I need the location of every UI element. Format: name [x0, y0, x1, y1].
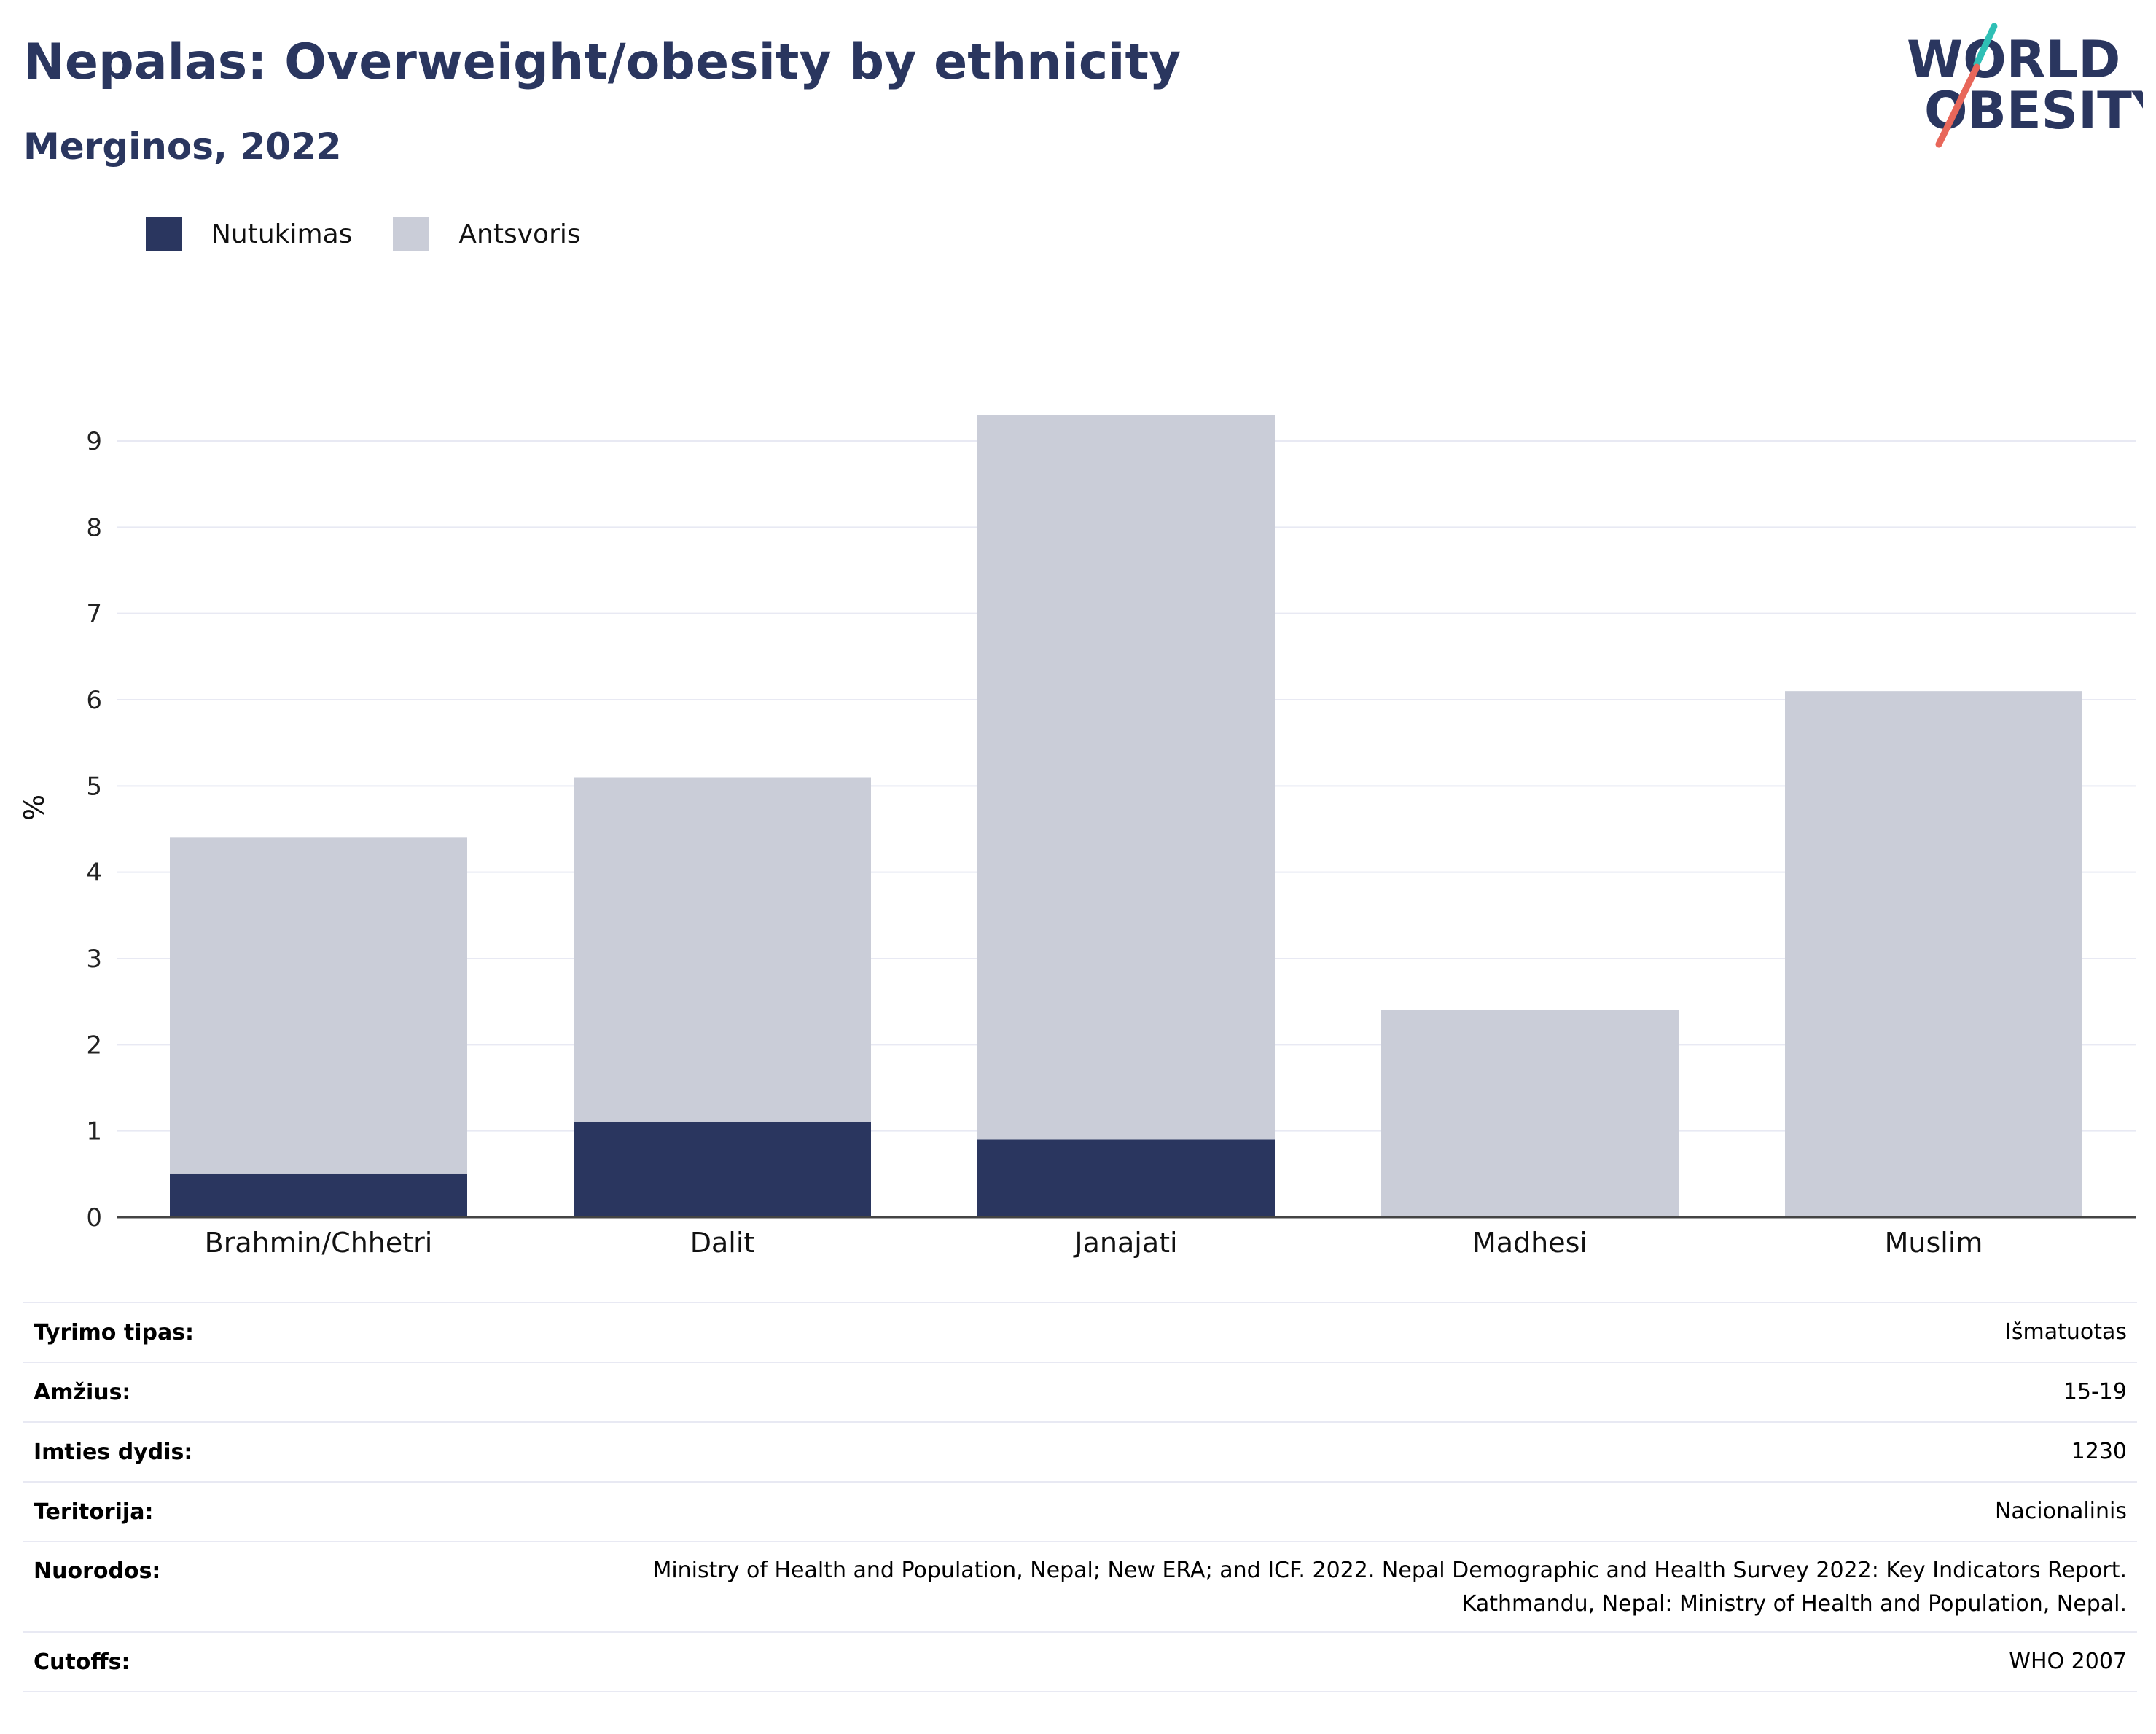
- logo-slash-red: [1935, 63, 1980, 148]
- info-value-cutoffs: WHO 2007: [350, 1631, 2137, 1692]
- y-tick-label: 7: [86, 600, 102, 629]
- legend-item-overweight[interactable]: Antsvoris: [393, 217, 581, 251]
- chart-title: Nepalas: Overweight/obesity by ethnicity: [23, 34, 1181, 91]
- legend: Nutukimas Antsvoris: [146, 217, 622, 251]
- logo-slash-teal: [1973, 23, 1998, 68]
- bar-overweight-muslim: [1785, 691, 2082, 1217]
- x-tick-label: Brahmin/Chhetri: [205, 1227, 433, 1259]
- bar-overweight-dalit: [574, 777, 871, 1122]
- world-obesity-logo: WORLD OBESITY: [1907, 23, 2143, 148]
- y-axis-label: %: [18, 794, 50, 821]
- y-tick-label: 0: [86, 1203, 102, 1233]
- bar-obesity-brahmin-chhetri: [170, 1173, 467, 1217]
- info-label-sample-size: Imties dydis:: [23, 1421, 350, 1482]
- legend-label-overweight: Antsvoris: [458, 219, 581, 249]
- info-label-survey-type: Tyrimo tipas:: [23, 1302, 350, 1362]
- info-row-cutoffs: Cutoffs: WHO 2007: [23, 1631, 2137, 1692]
- bar-obesity-dalit: [574, 1122, 871, 1217]
- info-reference-line-1: Ministry of Health and Population, Nepal…: [652, 1558, 2127, 1583]
- bar-overweight-madhesi: [1381, 1010, 1679, 1217]
- bar-overweight-brahmin-chhetri: [170, 837, 467, 1174]
- legend-swatch-overweight: [393, 217, 430, 251]
- x-tick-label: Madhesi: [1472, 1227, 1587, 1259]
- info-value-age: 15-19: [350, 1362, 2137, 1422]
- legend-label-obesity: Nutukimas: [211, 219, 353, 249]
- bar-obesity-janajati: [977, 1139, 1275, 1217]
- info-row-age: Amžius: 15-19: [23, 1362, 2137, 1422]
- legend-item-obesity[interactable]: Nutukimas: [146, 217, 352, 251]
- y-tick-label: 3: [86, 945, 102, 974]
- info-table: Tyrimo tipas: Išmatuotas Amžius: 15-19 I…: [23, 1302, 2137, 1692]
- info-value-territory: Nacionalinis: [350, 1481, 2137, 1542]
- info-row-references: Nuorodos: Ministry of Health and Populat…: [23, 1541, 2137, 1632]
- info-row-survey-type: Tyrimo tipas: Išmatuotas: [23, 1302, 2137, 1362]
- y-tick-label: 9: [86, 427, 102, 456]
- y-tick-label: 6: [86, 686, 102, 715]
- info-label-references: Nuorodos:: [23, 1541, 350, 1632]
- logo-word-world: WORLD: [1907, 30, 2120, 90]
- info-row-territory: Teritorija: Nacionalinis: [23, 1481, 2137, 1542]
- info-reference-line-2: Kathmandu, Nepal: Ministry of Health and…: [1461, 1591, 2127, 1617]
- info-value-survey-type: Išmatuotas: [350, 1302, 2137, 1362]
- info-label-cutoffs: Cutoffs:: [23, 1631, 350, 1692]
- y-tick-label: 2: [86, 1031, 102, 1060]
- x-tick-label: Dalit: [690, 1227, 755, 1259]
- x-tick-label: Janajati: [1073, 1227, 1177, 1259]
- logo-word-obesity: OBESITY: [1924, 81, 2143, 141]
- y-tick-label: 1: [86, 1117, 102, 1147]
- info-label-age: Amžius:: [23, 1362, 350, 1422]
- x-tick-label: Muslim: [1885, 1227, 1983, 1259]
- legend-swatch-obesity: [146, 217, 182, 251]
- info-value-sample-size: 1230: [350, 1421, 2137, 1482]
- stacked-bar-chart: 0 1 2 3 4 5 6 7 8 9% Brahmin/Chhetri Dalit Janajati M…: [18, 415, 2136, 1259]
- y-tick-label: 5: [86, 772, 102, 801]
- y-tick-label: 8: [86, 513, 102, 542]
- chart-subtitle: Merginos, 2022: [23, 125, 342, 168]
- info-value-references: Ministry of Health and Population, Nepal…: [350, 1541, 2137, 1632]
- bar-overweight-janajati: [977, 415, 1275, 1140]
- info-label-territory: Teritorija:: [23, 1481, 350, 1542]
- info-row-sample-size: Imties dydis: 1230: [23, 1421, 2137, 1482]
- y-tick-label: 4: [86, 859, 102, 888]
